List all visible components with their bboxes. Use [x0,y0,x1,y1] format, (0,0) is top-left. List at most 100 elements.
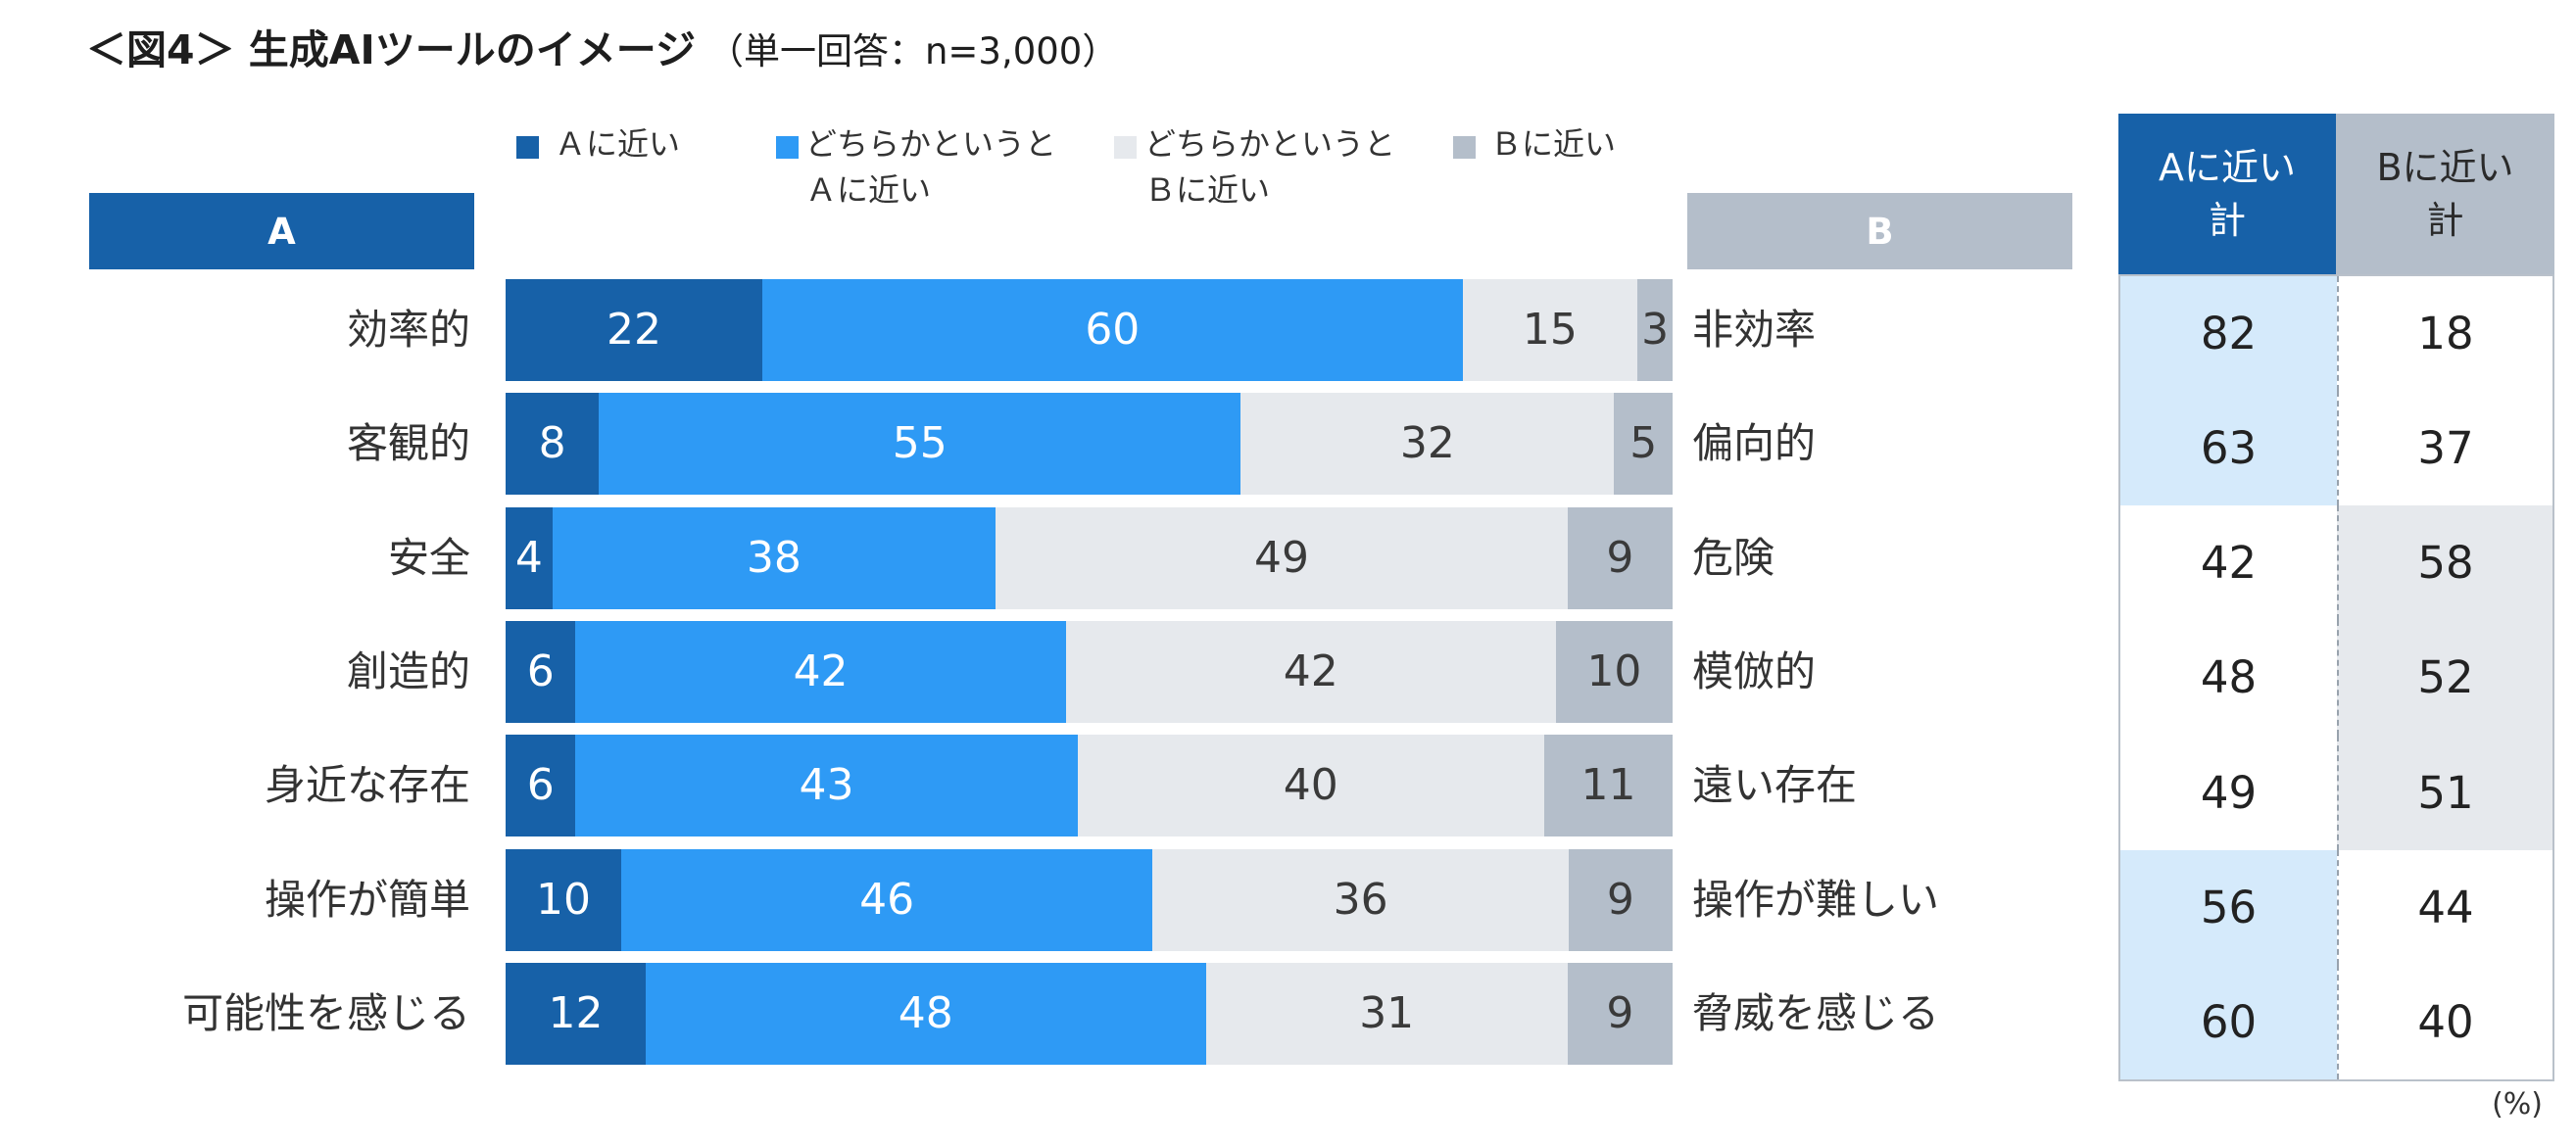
data-label: 4 [514,532,543,583]
data-label: 5 [1629,418,1658,469]
bar-row: 6 42 42 10 [506,620,1673,723]
bar-segment-series-2: 48 [645,962,1206,1065]
bar-segment-series-1: 22 [506,279,763,381]
legend-label-rather-a: どちらかというと Ａに近い [805,125,1057,209]
bar-segment-series-3: 40 [1077,735,1544,837]
data-label: 10 [1586,645,1642,696]
bar-row: 10 46 36 9 [506,848,1673,951]
total-a-cell: 82 [2120,276,2337,392]
bar-segment-series-1: 6 [506,620,576,723]
bar-segment-series-3: 36 [1152,848,1569,951]
total-b-cell: 40 [2337,964,2552,1079]
total-b-cell: 37 [2337,391,2552,506]
total-a-cell: 60 [2120,964,2337,1079]
data-label: 48 [898,987,953,1038]
category-label-a: 効率的 [346,306,470,354]
category-label-b: 偏向的 [1692,419,1817,468]
bar-segment-series-3: 31 [1205,962,1568,1065]
side-b-header: B [1687,193,2072,269]
bar-segment-series-2: 42 [575,620,1066,723]
data-label: 31 [1359,987,1415,1038]
bar-segment-series-3: 15 [1462,279,1638,381]
data-label: 3 [1641,305,1670,355]
data-label: 9 [1606,874,1634,925]
total-b-cell: 51 [2337,735,2552,850]
data-label: 11 [1580,760,1636,811]
data-label: 60 [1085,305,1141,355]
legend-label-b: Ｂに近い [1490,125,1617,163]
bar-segment-series-1: 4 [506,506,553,609]
legend-label-rather-b: どちらかというと Ｂに近い [1144,125,1396,209]
total-b-cell: 44 [2337,849,2552,965]
data-label: 40 [1283,760,1338,811]
data-label: 6 [526,760,555,811]
bar-row: 22 60 15 3 [506,279,1673,381]
bar-segment-series-3: 32 [1240,393,1615,496]
bar-segment-series-4: 9 [1568,848,1673,951]
legend-swatch-rather-a [776,136,799,159]
chart-title-main: ＜図4＞ 生成AIツールのイメージ [86,26,696,73]
side-b-label: B [1866,210,1894,253]
side-a-header: A [89,193,474,269]
data-label: 9 [1606,532,1634,583]
bar-row: 6 43 40 11 [506,735,1673,837]
bar-segment-series-4: 10 [1555,620,1673,723]
category-label-b: 脅威を感じる [1692,988,1940,1037]
total-a-cell: 48 [2200,651,2258,704]
category-label-b: 危険 [1692,533,1775,582]
bar-segment-series-1: 10 [506,848,621,951]
data-label: 38 [746,532,802,583]
data-label: 43 [799,760,854,811]
bar-segment-series-1: 12 [506,962,646,1065]
bar-segment-series-1: 6 [506,735,576,837]
side-a-label: A [267,210,296,253]
legend-swatch-rather-b [1114,136,1137,159]
chart-subtitle: （単一回答：n=3,000） [706,30,1119,72]
data-label: 49 [1254,532,1309,583]
category-label-b: 遠い存在 [1692,761,1858,810]
total-b-header: Bに近い 計 [2336,114,2554,274]
category-label-a: 身近な存在 [264,761,470,810]
total-a-cell: 63 [2120,391,2337,506]
bar-segment-series-4: 3 [1637,279,1673,381]
total-a-cell: 49 [2200,766,2258,819]
bar-segment-series-2: 46 [620,848,1153,951]
data-label: 46 [859,874,915,925]
bar-segment-series-2: 38 [552,506,996,609]
data-label: 22 [607,305,661,355]
legend-label-a: Ａに近い [555,125,681,163]
category-label-a: 操作が簡単 [264,875,470,924]
bar-segment-series-4: 9 [1567,962,1673,1065]
bar-segment-series-2: 43 [575,735,1078,837]
bar-segment-series-3: 42 [1065,620,1556,723]
bar-segment-series-2: 55 [599,393,1241,496]
total-a-cell: 56 [2120,849,2337,965]
unit-label: (%) [2492,1087,2543,1122]
data-label: 42 [1283,645,1338,696]
bar-segment-series-4: 11 [1543,735,1673,837]
bar-row: 8 55 32 5 [506,393,1673,496]
category-label-a: 安全 [387,533,470,582]
data-label: 12 [548,987,604,1038]
total-a-header: Aに近い 計 [2118,114,2336,274]
total-a-cell: 42 [2200,537,2258,590]
data-label: 15 [1522,305,1578,355]
data-label: 36 [1333,874,1388,925]
data-label: 6 [526,645,555,696]
category-label-a: 創造的 [346,646,470,695]
bar-segment-series-3: 49 [996,506,1568,609]
chart-title: ＜図4＞ 生成AIツールのイメージ （単一回答：n=3,000） [86,22,1118,78]
total-b-cell: 52 [2337,620,2552,736]
bar-segment-series-4: 9 [1567,506,1673,609]
category-label-b: 模倣的 [1692,646,1817,695]
data-label: 42 [793,645,849,696]
bar-segment-series-4: 5 [1614,393,1673,496]
category-label-a: 可能性を感じる [181,988,470,1037]
bar-segment-series-1: 8 [506,393,600,496]
legend-swatch-b [1453,136,1476,159]
bar-segment-series-2: 60 [762,279,1463,381]
category-label-b: 操作が難しい [1692,875,1940,924]
legend-swatch-a [516,136,539,159]
data-label: 32 [1399,418,1455,469]
